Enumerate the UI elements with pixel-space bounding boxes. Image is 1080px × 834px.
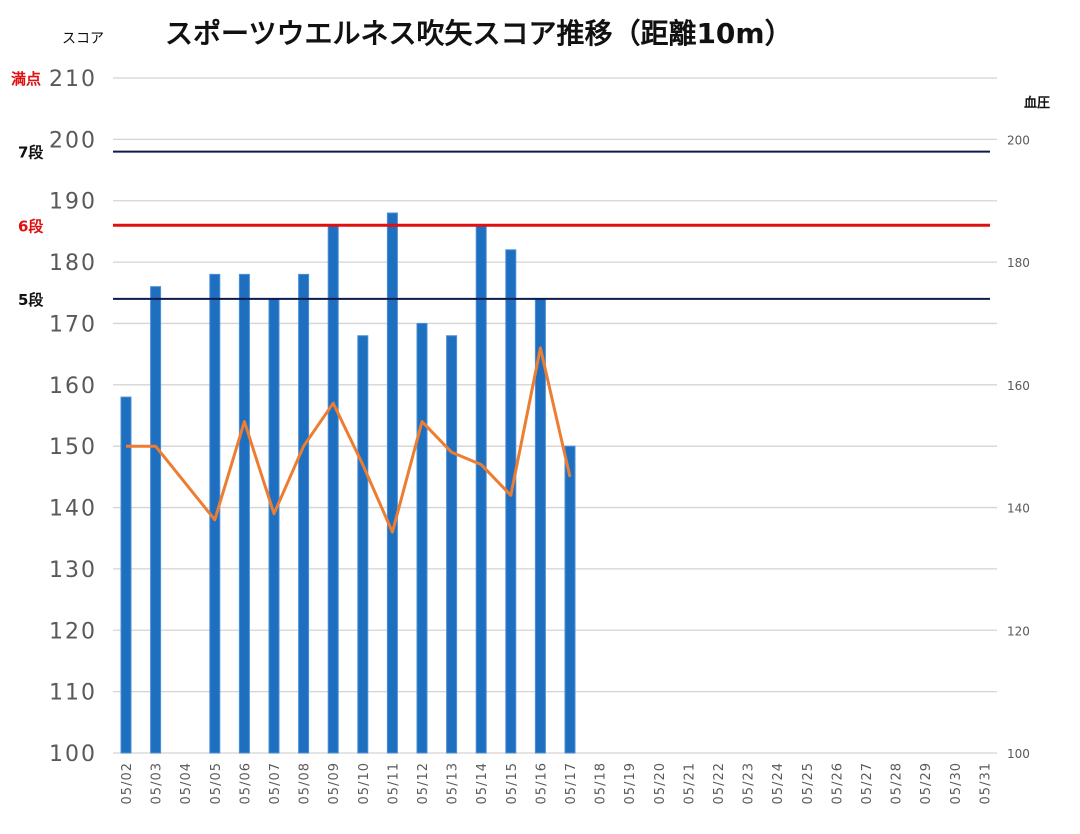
reference-line-label: 5段 <box>18 291 43 309</box>
y-right-tick-label: 100 <box>1007 747 1030 761</box>
x-tick-label: 05/15 <box>505 762 520 804</box>
y-left-tick-label: 140 <box>49 497 97 522</box>
x-tick-label: 05/20 <box>653 762 668 804</box>
max-score-label: 満点 <box>11 70 41 88</box>
x-tick-label: 05/31 <box>978 762 993 804</box>
y-left-tick-label: 130 <box>49 558 97 583</box>
x-tick-label: 05/22 <box>712 762 727 804</box>
x-tick-label: 05/12 <box>416 762 431 804</box>
y-right-tick-label: 180 <box>1007 256 1030 270</box>
bar <box>505 249 517 754</box>
reference-line-label: 6段 <box>18 217 43 235</box>
x-tick-label: 05/10 <box>357 762 372 804</box>
bar <box>416 322 428 754</box>
bar <box>475 224 487 754</box>
bar <box>150 286 162 754</box>
bar <box>357 335 369 754</box>
x-tick-label: 05/16 <box>534 762 549 804</box>
y-left-tick-label: 190 <box>49 190 97 215</box>
bar <box>327 224 339 754</box>
y-left-tick-label: 150 <box>49 435 97 460</box>
x-tick-label: 05/07 <box>268 762 283 804</box>
y-right-tick-label: 140 <box>1007 502 1030 516</box>
x-tick-label: 05/21 <box>682 762 697 804</box>
x-tick-label: 05/27 <box>860 762 875 804</box>
y-right-tick-label: 200 <box>1007 133 1030 147</box>
x-tick-label: 05/24 <box>771 762 786 804</box>
x-tick-label: 05/26 <box>830 762 845 804</box>
chart-title: スポーツウエルネス吹矢スコア推移（距離10m） <box>165 17 793 50</box>
x-tick-label: 05/13 <box>446 762 461 804</box>
bar <box>298 273 310 754</box>
x-tick-label: 05/05 <box>209 762 224 804</box>
x-tick-label: 05/14 <box>475 762 490 804</box>
x-tick-label: 05/04 <box>179 762 194 804</box>
x-tick-label: 05/09 <box>327 762 342 804</box>
x-tick-label: 05/08 <box>298 762 313 804</box>
y-left-tick-label: 180 <box>49 251 97 276</box>
y-right-tick-label: 160 <box>1007 379 1030 393</box>
x-tick-label: 05/17 <box>564 762 579 804</box>
x-tick-label: 05/30 <box>949 762 964 804</box>
x-tick-label: 05/06 <box>238 762 253 804</box>
left-axis-label: スコア <box>62 31 104 47</box>
bar <box>446 335 458 754</box>
x-tick-label: 05/18 <box>594 762 609 804</box>
x-tick-label: 05/23 <box>742 762 757 804</box>
y-left-tick-label: 200 <box>49 128 97 153</box>
y-left-tick-label: 160 <box>49 374 97 399</box>
bar <box>386 212 398 754</box>
y-left-tick-label: 120 <box>49 619 97 644</box>
x-tick-label: 05/11 <box>386 762 401 804</box>
x-tick-label: 05/29 <box>919 762 934 804</box>
bar <box>268 298 280 754</box>
blood-pressure-line <box>126 346 572 534</box>
right-axis-label: 血圧 <box>1024 96 1051 111</box>
x-tick-label: 05/19 <box>623 762 638 804</box>
bar <box>238 273 250 754</box>
x-tick-label: 05/02 <box>120 762 135 804</box>
y-left-tick-label: 100 <box>49 742 97 767</box>
reference-line-label: 7段 <box>18 144 43 162</box>
x-tick-label: 05/28 <box>890 762 905 804</box>
bar <box>564 445 576 754</box>
y-right-tick-label: 120 <box>1007 624 1030 638</box>
x-tick-label: 05/25 <box>801 762 816 804</box>
y-left-tick-label: 210 <box>49 67 97 92</box>
x-tick-label: 05/03 <box>150 762 165 804</box>
bar <box>120 396 132 754</box>
y-left-tick-label: 170 <box>49 312 97 337</box>
y-left-tick-label: 110 <box>49 681 97 706</box>
